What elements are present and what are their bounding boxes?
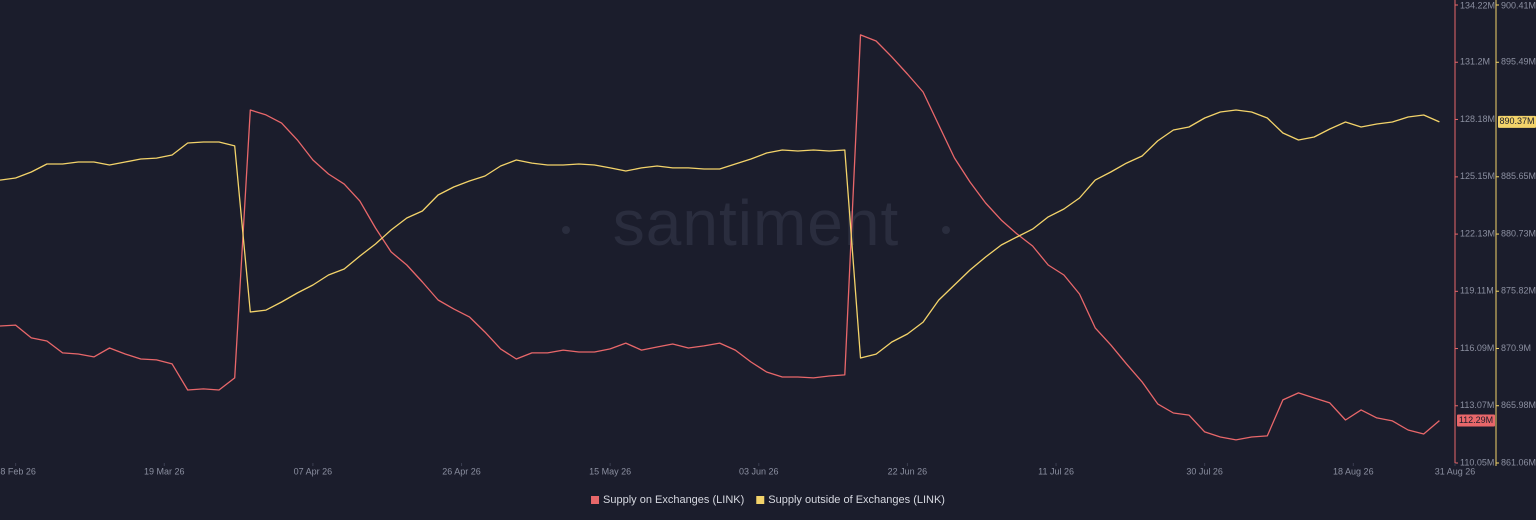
x-tick-label: 28 Feb 26 — [0, 466, 36, 476]
y2-tick-label: 885.65M — [1501, 171, 1536, 181]
last-value-label: 890.37M — [1499, 116, 1534, 126]
watermark: santiment — [613, 187, 899, 259]
legend: Supply on Exchanges (LINK) Supply outside… — [591, 494, 945, 506]
x-tick-label: 15 May 26 — [589, 466, 631, 476]
y2-tick-label: 870.9M — [1501, 343, 1531, 353]
x-tick-label: 18 Aug 26 — [1333, 466, 1374, 476]
y-tick-label: 116.09M — [1460, 343, 1494, 353]
y-tick-label: 128.18M — [1460, 114, 1495, 124]
legend-swatch — [591, 496, 600, 504]
last-value-label: 112.29M — [1459, 415, 1493, 425]
x-tick-label: 30 Jul 26 — [1186, 466, 1223, 476]
x-tick-label: 19 Mar 26 — [144, 466, 185, 476]
watermark-dot — [942, 226, 950, 234]
y2-tick-label: 900.41M — [1501, 0, 1536, 10]
series-line — [0, 34, 1440, 441]
x-tick-label: 11 Jul 26 — [1038, 466, 1074, 476]
y-tick-label: 113.07M — [1460, 400, 1494, 410]
y-tick-label: 119.11M — [1460, 286, 1494, 296]
x-tick-label: 07 Apr 26 — [294, 466, 333, 476]
x-tick-label: 26 Apr 26 — [442, 466, 481, 476]
x-tick-label: 03 Jun 26 — [739, 466, 779, 476]
y2-tick-label: 861.06M — [1501, 457, 1536, 467]
y2-tick-label: 875.82M — [1501, 286, 1536, 296]
x-tick-label: 22 Jun 26 — [888, 466, 928, 476]
y-tick-label: 134.22M — [1460, 0, 1495, 10]
legend-label: Supply outside of Exchanges (LINK) — [768, 494, 945, 506]
series-line — [0, 109, 1440, 359]
y-tick-label: 122.13M — [1460, 228, 1495, 238]
legend-label: Supply on Exchanges (LINK) — [603, 494, 744, 506]
y-tick-label: 125.15M — [1460, 171, 1495, 181]
y2-tick-label: 895.49M — [1501, 57, 1536, 67]
x-tick-label: 31 Aug 26 — [1435, 466, 1476, 476]
y2-tick-label: 880.73M — [1501, 228, 1536, 238]
last-value-badge — [1498, 115, 1536, 128]
legend-swatch — [756, 496, 765, 504]
last-value-badge — [1457, 414, 1495, 427]
watermark-dot — [562, 226, 570, 234]
y2-tick-label: 865.98M — [1501, 400, 1536, 410]
y-tick-label: 110.05M — [1460, 457, 1494, 467]
y-tick-label: 131.2M — [1460, 57, 1490, 67]
